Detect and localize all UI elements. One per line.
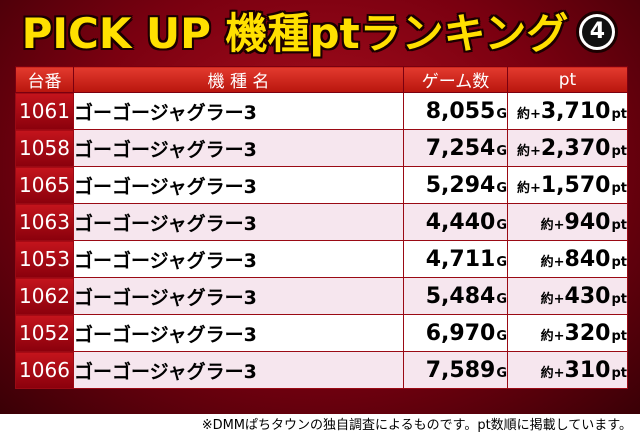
machine-number: 1065 <box>15 166 74 204</box>
pt-value: 3,710 <box>540 98 611 124</box>
table-body: 1061 ゴーゴージャグラー3 8,055G 約+3,710pt 1058 ゴーゴージャグ… <box>15 92 628 389</box>
machine-number: 1053 <box>15 240 74 278</box>
machine-name: ゴーゴージャグラー3 <box>73 166 404 204</box>
pt-cell: 約+1,570pt <box>507 166 628 204</box>
game-unit: G <box>496 143 507 159</box>
pt-value: 1,570 <box>540 172 611 198</box>
game-count-cell: 7,254G <box>403 129 508 167</box>
machine-number: 1058 <box>15 129 74 167</box>
table-row: 1066 ゴーゴージャグラー3 7,589G 約+310pt <box>15 351 628 389</box>
game-count: 4,711 <box>425 246 496 272</box>
table-row: 1062 ゴーゴージャグラー3 5,484G 約+430pt <box>15 277 628 315</box>
rank-badge: 4 <box>576 11 619 53</box>
header-pt: pt <box>507 66 628 93</box>
game-count: 6,970 <box>425 320 496 346</box>
game-count-cell: 4,440G <box>403 203 508 241</box>
page-title: PICK UP 機種ptランキング <box>21 9 569 58</box>
game-unit: G <box>496 106 507 122</box>
machine-name: ゴーゴージャグラー3 <box>73 351 404 389</box>
header-machine-number: 台番 <box>15 66 74 93</box>
pt-prefix: 約+ <box>516 180 541 196</box>
pt-value: 430 <box>564 283 611 309</box>
game-unit: G <box>496 365 507 381</box>
pt-cell: 約+3,710pt <box>507 92 628 130</box>
pt-value: 840 <box>564 246 611 272</box>
table-row: 1052 ゴーゴージャグラー3 6,970G 約+320pt <box>15 314 628 352</box>
table-header-row: 台番 機 種 名 ゲーム数 pt <box>15 66 628 93</box>
pt-prefix: 約+ <box>540 291 565 307</box>
table-row: 1061 ゴーゴージャグラー3 8,055G 約+3,710pt <box>15 92 628 130</box>
pt-prefix: 約+ <box>516 143 541 159</box>
pt-cell: 約+840pt <box>507 240 628 278</box>
pt-prefix: 約+ <box>516 106 541 122</box>
game-count-cell: 5,484G <box>403 277 508 315</box>
game-unit: G <box>496 217 507 233</box>
machine-name: ゴーゴージャグラー3 <box>73 240 404 278</box>
machine-name: ゴーゴージャグラー3 <box>73 277 404 315</box>
game-unit: G <box>496 180 507 196</box>
ranking-table: 台番 機 種 名 ゲーム数 pt 1061 ゴーゴージャグラー3 8,055G 約+3… <box>15 66 628 389</box>
pt-prefix: 約+ <box>540 217 565 233</box>
pt-unit: pt <box>611 106 627 122</box>
pt-unit: pt <box>611 365 627 381</box>
table-row: 1053 ゴーゴージャグラー3 4,711G 約+840pt <box>15 240 628 278</box>
machine-number: 1061 <box>15 92 74 130</box>
game-count: 5,484 <box>425 283 496 309</box>
game-count-cell: 8,055G <box>403 92 508 130</box>
pt-value: 310 <box>564 357 611 383</box>
pt-cell: 約+310pt <box>507 351 628 389</box>
table-row: 1065 ゴーゴージャグラー3 5,294G 約+1,570pt <box>15 166 628 204</box>
game-unit: G <box>496 254 507 270</box>
pt-cell: 約+2,370pt <box>507 129 628 167</box>
pt-value: 2,370 <box>540 135 611 161</box>
pt-value: 940 <box>564 209 611 235</box>
ranking-panel: PICK UP 機種ptランキング 4 台番 機 種 名 ゲーム数 pt 1061… <box>0 0 640 414</box>
footnote: ※DMMぱちタウンの独自調査によるものです。pt数順に掲載しています。 <box>201 418 632 433</box>
machine-number: 1052 <box>15 314 74 352</box>
pt-unit: pt <box>611 143 627 159</box>
game-count-cell: 4,711G <box>403 240 508 278</box>
game-count-cell: 5,294G <box>403 166 508 204</box>
machine-number: 1062 <box>15 277 74 315</box>
pt-cell: 約+430pt <box>507 277 628 315</box>
pt-unit: pt <box>611 217 627 233</box>
table-row: 1063 ゴーゴージャグラー3 4,440G 約+940pt <box>15 203 628 241</box>
header-game-count: ゲーム数 <box>403 66 508 93</box>
game-count: 5,294 <box>425 172 496 198</box>
pt-unit: pt <box>611 254 627 270</box>
pt-value: 320 <box>564 320 611 346</box>
game-count-cell: 7,589G <box>403 351 508 389</box>
pt-cell: 約+940pt <box>507 203 628 241</box>
machine-name: ゴーゴージャグラー3 <box>73 92 404 130</box>
pt-unit: pt <box>611 180 627 196</box>
pt-prefix: 約+ <box>540 254 565 270</box>
game-count: 7,254 <box>425 135 496 161</box>
machine-number: 1066 <box>15 351 74 389</box>
game-unit: G <box>496 291 507 307</box>
pt-prefix: 約+ <box>540 328 565 344</box>
machine-name: ゴーゴージャグラー3 <box>73 314 404 352</box>
machine-name: ゴーゴージャグラー3 <box>73 203 404 241</box>
pt-unit: pt <box>611 291 627 307</box>
game-count: 8,055 <box>425 98 496 124</box>
rank-badge-number: 4 <box>582 17 613 47</box>
title-banner: PICK UP 機種ptランキング 4 <box>0 6 640 62</box>
game-unit: G <box>496 328 507 344</box>
pt-prefix: 約+ <box>540 365 565 381</box>
machine-name: ゴーゴージャグラー3 <box>73 129 404 167</box>
header-machine-name: 機 種 名 <box>73 66 404 93</box>
game-count: 4,440 <box>425 209 496 235</box>
pt-unit: pt <box>611 328 627 344</box>
machine-number: 1063 <box>15 203 74 241</box>
table-row: 1058 ゴーゴージャグラー3 7,254G 約+2,370pt <box>15 129 628 167</box>
pt-cell: 約+320pt <box>507 314 628 352</box>
game-count: 7,589 <box>425 357 496 383</box>
game-count-cell: 6,970G <box>403 314 508 352</box>
